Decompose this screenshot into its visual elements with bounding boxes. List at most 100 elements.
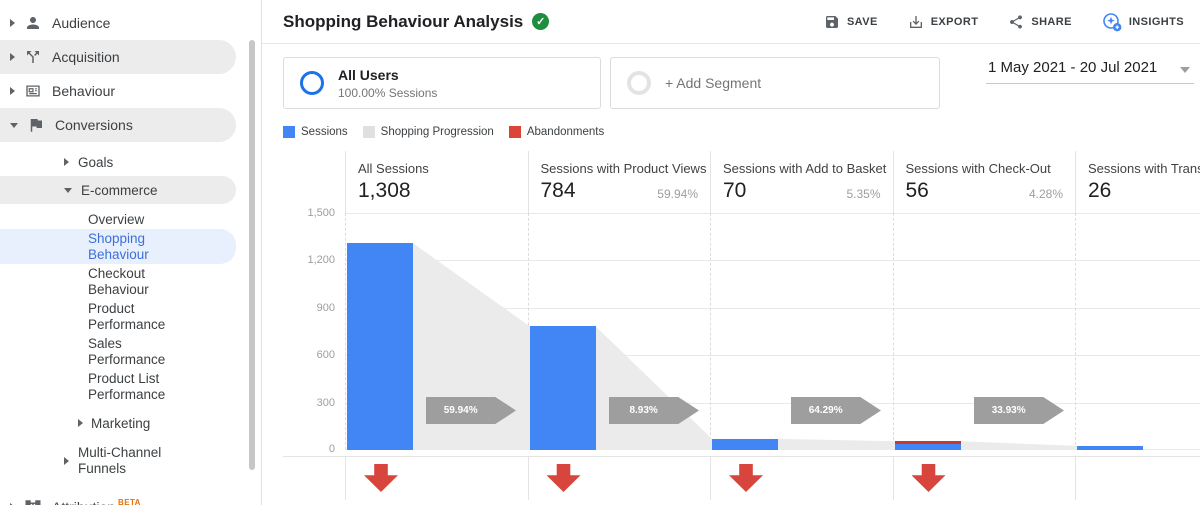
chevron-right-icon: [64, 457, 69, 465]
y-axis-tick: 900: [316, 302, 335, 314]
save-button[interactable]: SAVE: [824, 14, 878, 30]
acquisition-icon: [23, 47, 43, 67]
dropdown-caret-icon: [1180, 66, 1190, 73]
sidebar-item-marketing[interactable]: Marketing: [0, 412, 261, 434]
sidebar: Audience Acquisition Behaviour Conversio…: [0, 0, 262, 505]
sidebar-item-goals[interactable]: Goals: [0, 148, 261, 176]
step-header-check-out: Sessions with Check-Out 56 4.28%: [892, 151, 1076, 213]
sidebar-item-label: Goals: [78, 154, 114, 170]
sessions-swatch-icon: [283, 126, 295, 138]
chevron-down-icon: [10, 122, 18, 128]
sidebar-item-checkout-behaviour[interactable]: Checkout Behaviour: [0, 264, 261, 299]
step-title: Sessions with Add to Basket: [723, 161, 887, 176]
step-value: 1,308: [358, 179, 411, 202]
y-axis-tick: 1,500: [307, 207, 335, 219]
sidebar-item-acquisition[interactable]: Acquisition: [0, 40, 236, 74]
y-axis-tick: 300: [316, 397, 335, 409]
chevron-right-icon: [10, 503, 15, 505]
abandonment-cell: [1075, 457, 1200, 500]
share-button[interactable]: SHARE: [1008, 14, 1072, 30]
abandonment-arrow-icon: [729, 464, 763, 492]
share-icon: [1010, 14, 1023, 29]
insights-button[interactable]: INSIGHTS: [1102, 12, 1184, 32]
step-value: 56: [905, 179, 929, 202]
funnel-step-headers: All Sessions 1,308 Sessions with Product…: [283, 151, 1200, 213]
chevron-down-icon: [64, 187, 72, 193]
abandonments-row: [283, 456, 1200, 500]
sidebar-item-product-list-performance[interactable]: Product List Performance: [0, 369, 261, 404]
legend-abandonments: Abandonments: [508, 126, 604, 138]
abandonment-cell: [710, 457, 893, 500]
sidebar-item-attribution[interactable]: Attribution BETA: [0, 490, 261, 505]
sidebar-item-behaviour[interactable]: Behaviour: [0, 74, 261, 108]
funnel-plot: 1,500 1,200 900 600 300 0: [283, 207, 1200, 455]
legend-sessions: Sessions: [283, 126, 348, 138]
date-range-text: 1 May 2021 - 20 Jul 2021: [988, 59, 1158, 76]
y-axis-tick: 0: [328, 443, 335, 455]
proceed-rate-arrow: 64.29%: [791, 397, 881, 424]
sidebar-item-label: Marketing: [91, 415, 151, 431]
proceed-rate-arrow: 59.94%: [426, 397, 516, 424]
add-segment-button[interactable]: + Add Segment: [610, 57, 940, 109]
column-separator: [1075, 213, 1076, 450]
sidebar-item-conversions[interactable]: Conversions: [0, 108, 236, 142]
main-content: Shopping Behaviour Analysis ✓ SAVE EXPOR…: [262, 0, 1200, 505]
sidebar-item-ecommerce[interactable]: E-commerce: [0, 176, 236, 204]
proceed-rate-label: 33.93%: [991, 405, 1026, 416]
abandonment-arrow-icon: [546, 464, 581, 492]
abandonment-cell: [345, 457, 528, 500]
funnel-bar: [529, 326, 596, 450]
legend-label: Sessions: [301, 126, 348, 138]
sidebar-item-multi-channel-funnels[interactable]: Multi-Channel Funnels: [0, 442, 261, 480]
report-actions: SAVE EXPORT SHARE IN: [824, 12, 1184, 32]
step-title: All Sessions: [358, 161, 429, 176]
gridline: [345, 403, 1200, 404]
chevron-right-icon: [10, 53, 15, 61]
step-header-all-sessions: All Sessions 1,308: [345, 151, 528, 213]
step-header-transactions: Sessions with Transactions 26: [1075, 151, 1200, 213]
step-value: 70: [723, 179, 747, 202]
person-icon: [23, 13, 43, 33]
export-button[interactable]: EXPORT: [908, 14, 979, 30]
legend-label: Shopping Progression: [380, 126, 494, 138]
gridline: [345, 308, 1200, 309]
step-title: Sessions with Product Views: [540, 161, 707, 176]
segment-detail: 100.00% Sessions: [338, 85, 438, 100]
sidebar-item-label: Conversions: [55, 117, 133, 133]
step-value: 784: [540, 179, 576, 202]
segment-name: All Users: [338, 66, 399, 83]
sidebar-item-label: Audience: [52, 15, 111, 31]
legend-shopping-progression: Shopping Progression: [362, 126, 494, 138]
abandonment-cell: [892, 457, 1076, 500]
step-percent: 4.28%: [1028, 187, 1063, 201]
sidebar-item-label: Product List Performance: [88, 370, 166, 402]
segment-all-users[interactable]: All Users 100.00% Sessions: [283, 57, 601, 109]
insights-label: INSIGHTS: [1128, 15, 1184, 28]
step-header-product-views: Sessions with Product Views 784 59.94%: [527, 151, 711, 213]
sidebar-item-label: Overview: [88, 211, 145, 227]
proceed-rate-label: 8.93%: [629, 405, 658, 416]
sidebar-item-product-performance[interactable]: Product Performance: [0, 299, 261, 334]
funnel-bar: [712, 439, 778, 450]
yaxis-gutter: [283, 151, 345, 213]
funnel-bar: [1077, 446, 1143, 450]
sidebar-item-shopping-behaviour[interactable]: Shopping Behaviour: [0, 229, 236, 264]
chevron-right-icon: [10, 87, 15, 95]
flag-icon: [26, 115, 46, 135]
save-label: SAVE: [846, 15, 878, 28]
newspaper-icon: [23, 81, 43, 101]
sidebar-item-sales-performance[interactable]: Sales Performance: [0, 334, 261, 369]
sidebar-item-audience[interactable]: Audience: [0, 6, 261, 40]
add-segment-ring-icon: [627, 71, 651, 95]
step-title: Sessions with Check-Out: [905, 161, 1051, 176]
page-title: Shopping Behaviour Analysis: [283, 11, 524, 31]
abandonment-arrow-icon: [364, 464, 398, 492]
sidebar-item-overview[interactable]: Overview: [0, 210, 261, 229]
y-axis-tick: 1,200: [307, 254, 335, 266]
export-label: EXPORT: [930, 15, 979, 28]
date-range-picker[interactable]: 1 May 2021 - 20 Jul 2021: [986, 57, 1194, 84]
sidebar-scrollbar[interactable]: [249, 40, 255, 470]
chevron-right-icon: [78, 419, 83, 427]
sidebar-item-label: Acquisition: [52, 49, 120, 65]
